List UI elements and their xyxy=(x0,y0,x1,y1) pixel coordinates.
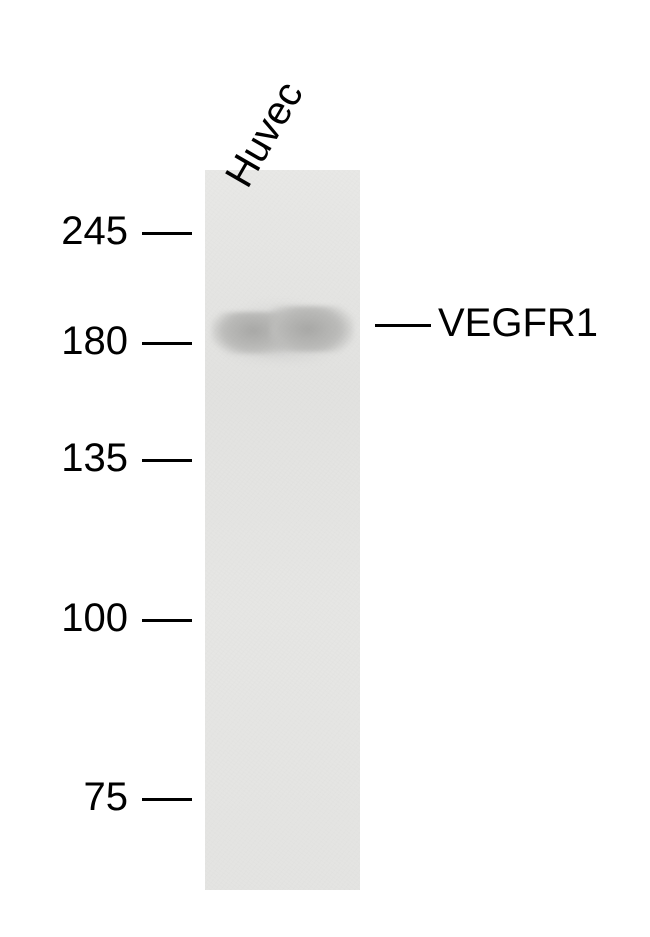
mw-marker-label: 180 xyxy=(0,319,128,364)
western-blot-figure: Huvec VEGFR1 24518013510075 xyxy=(0,0,650,937)
lane-texture xyxy=(205,170,360,890)
mw-marker-label: 135 xyxy=(0,436,128,481)
protein-pointer-tick xyxy=(375,324,431,327)
mw-marker-tick xyxy=(142,459,192,462)
mw-marker-label: 245 xyxy=(0,209,128,254)
mw-marker-tick xyxy=(142,232,192,235)
blot-lane xyxy=(205,170,360,890)
mw-marker-tick xyxy=(142,619,192,622)
mw-marker-tick xyxy=(142,342,192,345)
protein-label: VEGFR1 xyxy=(438,301,598,346)
mw-marker-label: 75 xyxy=(0,775,128,820)
mw-marker-label: 100 xyxy=(0,596,128,641)
mw-marker-tick xyxy=(142,798,192,801)
